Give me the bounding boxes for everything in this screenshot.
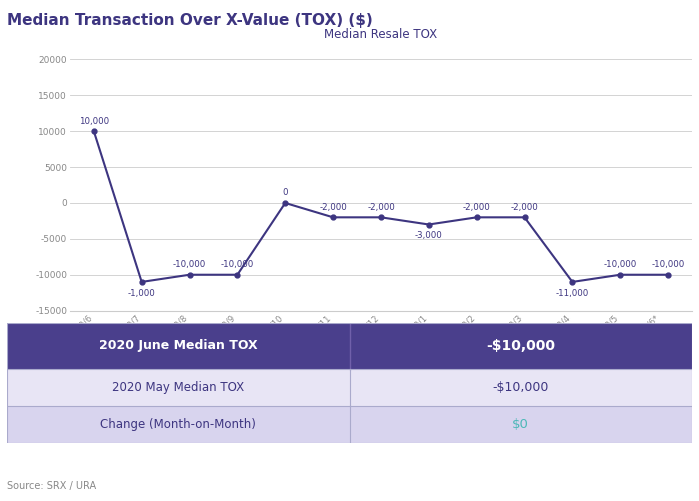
Text: -2,000: -2,000 <box>367 203 395 212</box>
Text: -10,000: -10,000 <box>651 260 685 269</box>
Text: -3,000: -3,000 <box>415 231 442 240</box>
Title: Median Resale TOX: Median Resale TOX <box>324 28 438 41</box>
Text: -2,000: -2,000 <box>463 203 491 212</box>
Text: -10,000: -10,000 <box>173 260 206 269</box>
Text: -1,000: -1,000 <box>128 289 156 298</box>
Text: -$10,000: -$10,000 <box>493 381 549 394</box>
Text: Source: SRX / URA: Source: SRX / URA <box>7 481 96 491</box>
Text: -10,000: -10,000 <box>604 260 637 269</box>
Text: -2,000: -2,000 <box>511 203 538 212</box>
Text: 2020 May Median TOX: 2020 May Median TOX <box>112 381 245 394</box>
Text: 2020 June Median TOX: 2020 June Median TOX <box>99 340 257 353</box>
Text: $0: $0 <box>512 418 529 431</box>
Text: -$10,000: -$10,000 <box>487 339 555 353</box>
Text: 0: 0 <box>282 188 288 197</box>
FancyBboxPatch shape <box>7 406 692 443</box>
FancyBboxPatch shape <box>7 323 692 369</box>
Text: Change (Month-on-Month): Change (Month-on-Month) <box>101 418 256 431</box>
Text: -11,000: -11,000 <box>556 289 589 298</box>
Text: Median Transaction Over X-Value (TOX) ($): Median Transaction Over X-Value (TOX) ($… <box>7 13 373 28</box>
FancyBboxPatch shape <box>7 369 692 406</box>
Text: 10,000: 10,000 <box>79 117 109 126</box>
Text: -2,000: -2,000 <box>319 203 347 212</box>
Text: -10,000: -10,000 <box>221 260 254 269</box>
